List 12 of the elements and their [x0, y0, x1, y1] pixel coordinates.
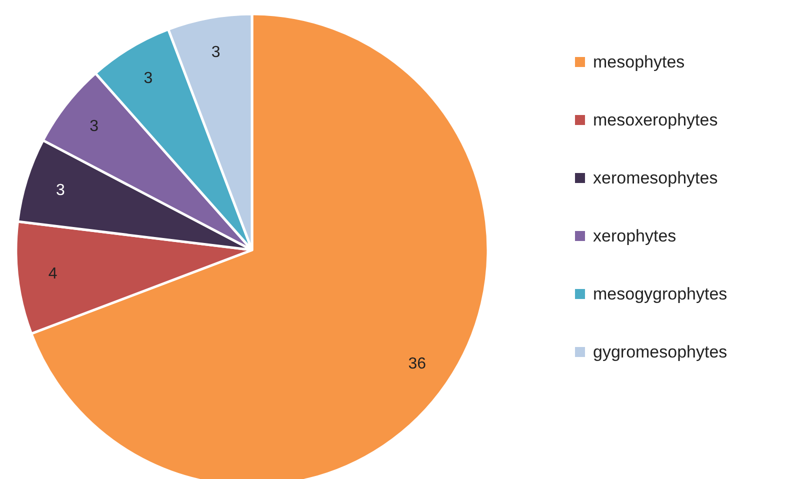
data-label: 3 — [211, 44, 220, 62]
data-label: 3 — [90, 118, 99, 135]
legend-label: mesoxerophytes — [593, 110, 718, 130]
data-label: 3 — [56, 182, 66, 199]
legend-label: mesophytes — [593, 52, 685, 72]
legend-label: mesogygrophytes — [593, 284, 728, 304]
data-label: 4 — [48, 266, 58, 283]
legend-label: xerophytes — [593, 226, 676, 246]
data-label: 36 — [408, 355, 426, 372]
legend-label: xeromesophytes — [593, 168, 718, 188]
data-label: 3 — [144, 70, 153, 87]
legend-label: gygromesophytes — [593, 342, 728, 362]
